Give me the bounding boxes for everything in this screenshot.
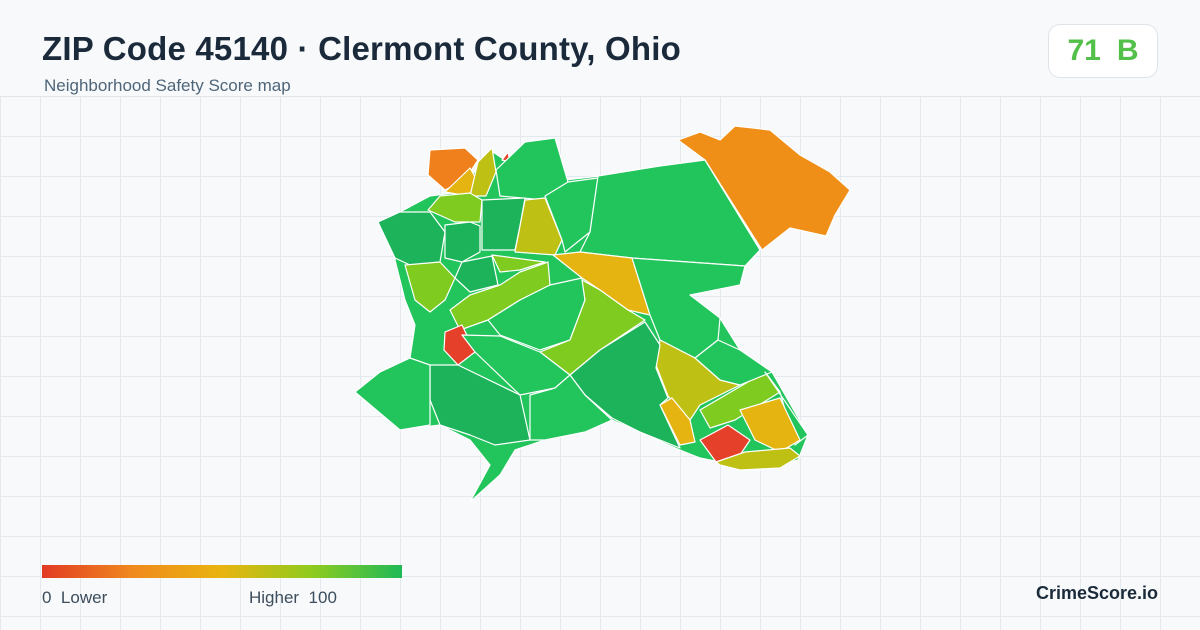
map-region[interactable] [514,197,563,256]
legend-min-value: 0 [42,588,52,607]
map-region[interactable] [444,221,481,263]
map-region[interactable] [377,211,446,266]
map-region[interactable] [569,321,681,449]
score-legend: 0 Lower Higher 100 [42,565,402,610]
map-region[interactable] [404,261,456,313]
map-region[interactable] [552,251,651,316]
legend-high-label: Higher [249,588,300,607]
map-region[interactable] [764,371,809,446]
map-region[interactable] [699,424,751,463]
score-badge: 71 B [1048,24,1158,78]
map-region[interactable] [715,447,801,471]
header-divider [0,96,1200,97]
legend-max-value: 100 [308,588,337,607]
map-region[interactable] [454,255,499,293]
map-region[interactable] [491,254,546,273]
map-region[interactable] [529,374,613,441]
map-region[interactable] [469,147,497,197]
legend-low-label: Lower [60,588,108,607]
map-region[interactable] [429,364,531,446]
page-title: ZIP Code 45140 · Clermont County, Ohio [42,30,681,67]
score-grade: B [1116,34,1139,67]
map-region[interactable] [694,339,773,386]
score-value: 71 [1067,34,1101,67]
map-region[interactable] [659,397,696,446]
map-region[interactable] [631,257,746,359]
map-region[interactable] [739,397,801,453]
map-region[interactable] [449,261,551,331]
map-region[interactable] [677,125,851,251]
map-region[interactable] [354,357,431,431]
page-subtitle: Neighborhood Safety Score map [44,76,291,95]
legend-gradient-bar [42,565,402,578]
map-region[interactable] [443,324,476,366]
brand-logo-text[interactable]: CrimeScore.io [1035,583,1158,603]
